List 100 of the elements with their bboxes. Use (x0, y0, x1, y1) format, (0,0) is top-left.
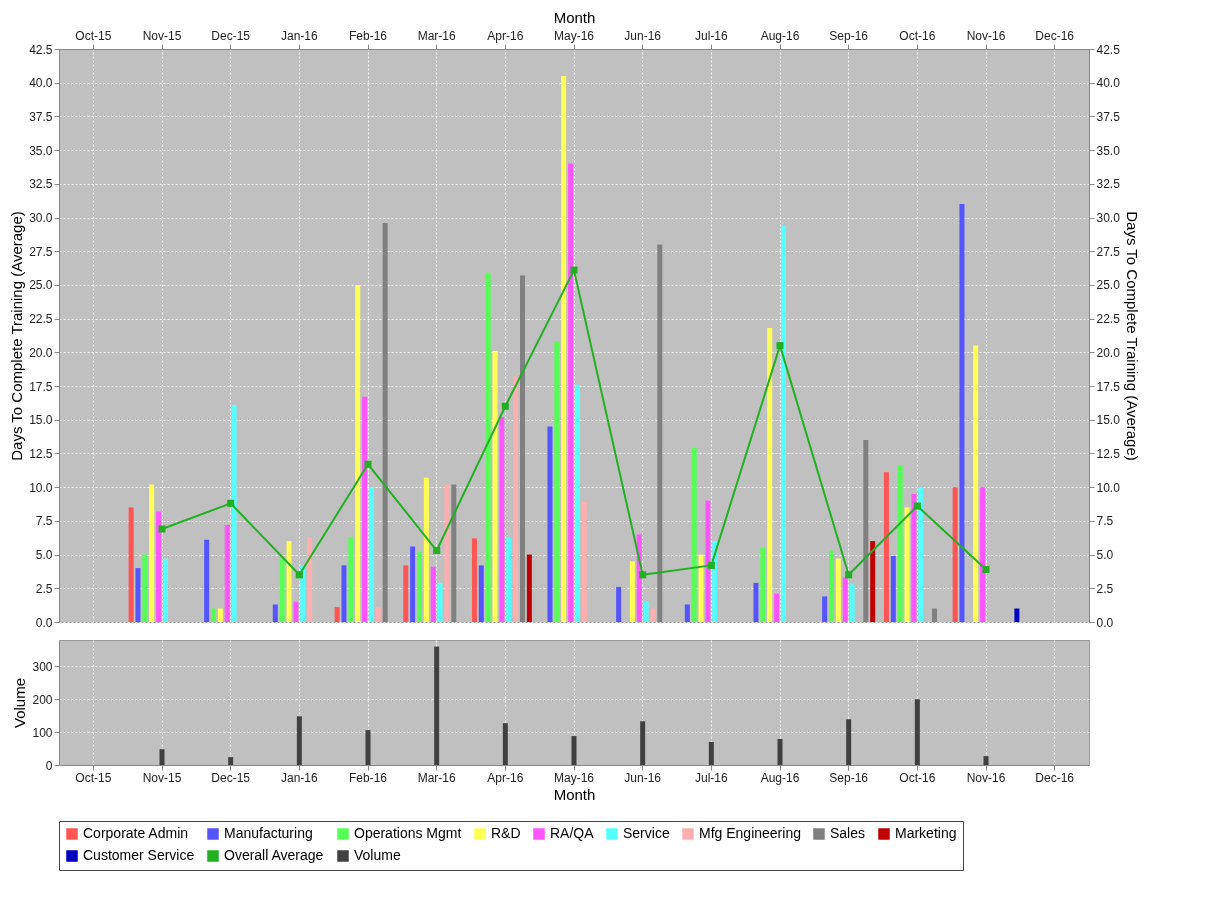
y2-tick-label: 30.0 (1096, 211, 1121, 226)
bar (835, 558, 841, 622)
x-tick-label: Dec-16 (1035, 770, 1075, 785)
y2-tick-label: 0.0 (1096, 615, 1114, 630)
bar (430, 566, 436, 622)
x-tick-label: Jan-16 (280, 28, 318, 43)
y2-tick-label: 22.5 (1096, 312, 1121, 327)
x-tick-label: Apr-16 (487, 28, 524, 43)
bar (286, 541, 292, 622)
bar (890, 555, 896, 622)
y-tick-label: 25.0 (29, 278, 53, 293)
bar (574, 384, 580, 622)
x-tick-label: Nov-15 (142, 770, 182, 785)
bar (471, 538, 477, 622)
bar (279, 558, 285, 622)
bar (499, 417, 505, 622)
point (433, 547, 441, 555)
bar (829, 550, 834, 622)
y-tick-label: 37.5 (29, 109, 53, 124)
bar (142, 554, 148, 622)
bar (863, 439, 869, 622)
point (707, 561, 715, 569)
bar (348, 537, 354, 622)
bar (568, 163, 574, 622)
bar (423, 477, 429, 622)
bar (204, 539, 210, 622)
legend-label: Service (623, 825, 670, 841)
legend-label: Corporate Admin (83, 825, 189, 841)
y-tick-label: 15.0 (29, 413, 53, 428)
bar (211, 608, 216, 622)
x-tick-label: Dec-15 (211, 28, 251, 43)
x-tick-label: Dec-15 (211, 770, 251, 785)
legend-label: Marketing (895, 825, 957, 841)
bar (780, 225, 786, 622)
bar (355, 284, 361, 622)
y-tick-label: 10.0 (29, 480, 53, 495)
x-tick-label: Apr-16 (487, 770, 524, 785)
bar (846, 719, 852, 765)
bar (777, 739, 783, 765)
x-tick-label: Jul-16 (694, 28, 728, 43)
y-tick-label: 27.5 (29, 244, 53, 259)
y-tick-label: 22.5 (29, 312, 53, 327)
legend-label: Customer Service (83, 847, 195, 863)
y2-tick-label: 25.0 (1096, 278, 1121, 293)
bar (485, 272, 491, 622)
y2-tick-label: 35.0 (1096, 143, 1121, 158)
bar (506, 537, 512, 622)
x-tick-label: Dec-16 (1035, 28, 1075, 43)
bar (1014, 608, 1020, 622)
bar (156, 511, 162, 622)
y2-tick-label: 20.0 (1096, 345, 1121, 360)
bar (307, 537, 313, 622)
bar (554, 341, 560, 622)
bar (705, 500, 711, 622)
bar (403, 565, 409, 622)
y2-tick-label: 37.5 (1096, 109, 1121, 124)
legend-label: Volume (354, 847, 401, 863)
bar (149, 484, 155, 622)
bar (883, 472, 889, 622)
y-tick-label: 7.5 (35, 514, 53, 529)
point (158, 525, 166, 533)
bar (581, 502, 587, 622)
y-tick-label: 35.0 (29, 143, 53, 158)
bar (698, 554, 704, 622)
point (364, 460, 372, 468)
y-axis-title: Volume (11, 677, 29, 729)
y2-tick-label: 12.5 (1096, 446, 1121, 461)
bar (224, 524, 230, 622)
x-tick-label: Jun-16 (624, 770, 662, 785)
bar (434, 646, 440, 765)
bar (760, 547, 766, 622)
bar (293, 601, 299, 622)
bar (513, 376, 519, 622)
point (639, 571, 647, 579)
bar (849, 584, 855, 622)
x-tick-label: Sep-16 (829, 770, 869, 785)
bar (365, 730, 371, 765)
x-tick-label: Oct-16 (899, 28, 936, 43)
bar (959, 204, 965, 622)
y-tick-label: 100 (32, 725, 53, 740)
x-tick-label: Nov-16 (966, 770, 1006, 785)
bar (382, 222, 388, 622)
x-tick-label: Jun-16 (624, 28, 662, 43)
x-tick-label: Oct-16 (899, 770, 936, 785)
legend-label: Overall Average (224, 847, 324, 863)
y-tick-label: 5.0 (35, 548, 53, 563)
bar (561, 75, 567, 622)
x-tick-label: Sep-16 (829, 28, 869, 43)
y-tick-label: 12.5 (29, 446, 53, 461)
bar (911, 493, 917, 622)
y2-tick-label: 15.0 (1096, 413, 1121, 428)
legend-label: Mfg Engineering (699, 825, 801, 841)
bar (362, 396, 368, 622)
bar (437, 582, 443, 622)
bar (708, 741, 714, 765)
y2-tick-label: 17.5 (1096, 379, 1121, 394)
bar (128, 507, 134, 622)
y-tick-label: 300 (32, 659, 53, 674)
bar (629, 561, 635, 622)
bar (973, 345, 979, 622)
